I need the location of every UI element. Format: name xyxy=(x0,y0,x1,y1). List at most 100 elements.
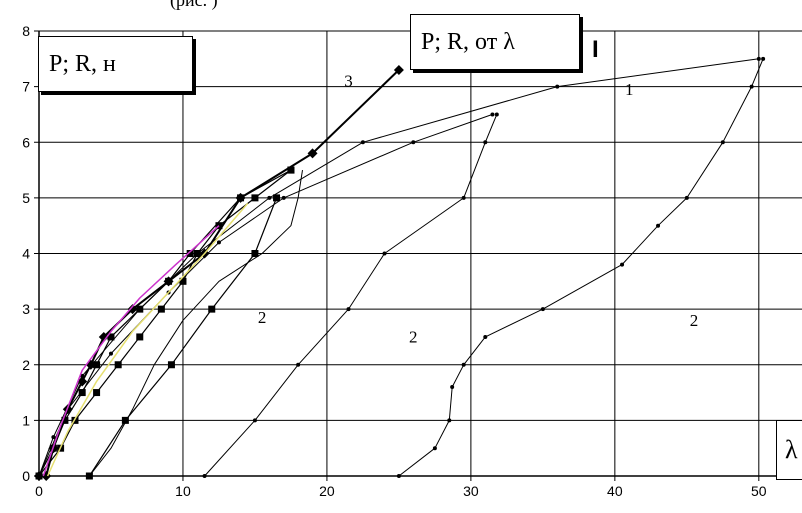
data-point xyxy=(35,472,43,480)
data-point xyxy=(756,56,761,61)
data-point xyxy=(360,140,365,145)
data-point xyxy=(78,389,86,397)
data-point xyxy=(114,361,122,369)
data-point xyxy=(98,331,109,342)
data-point xyxy=(346,307,351,312)
data-point xyxy=(684,195,689,200)
data-point xyxy=(165,277,173,285)
data-point xyxy=(107,333,115,341)
data-point xyxy=(136,305,144,313)
x-tick-label: 50 xyxy=(751,483,767,499)
series-4 xyxy=(202,112,499,478)
data-point xyxy=(461,195,466,200)
data-point xyxy=(202,474,207,478)
data-point xyxy=(494,112,499,117)
data-point xyxy=(273,194,281,202)
data-point xyxy=(393,64,404,75)
series-line xyxy=(39,69,400,477)
chart-title-box: P; R, от λ xyxy=(410,14,580,70)
data-point xyxy=(216,240,221,245)
xlabel-box: λ xyxy=(776,420,802,480)
data-point xyxy=(490,112,495,117)
x-tick-label: 0 xyxy=(35,483,43,499)
curve-label: 3 xyxy=(344,72,353,91)
data-point xyxy=(167,361,175,369)
axes xyxy=(34,30,802,481)
x-tick-label: 10 xyxy=(175,483,191,499)
y-tick-label: 6 xyxy=(22,134,30,150)
series-8 xyxy=(85,194,281,480)
series-9 xyxy=(89,170,303,477)
data-point xyxy=(85,472,93,480)
data-point xyxy=(720,140,725,145)
series-5 xyxy=(396,56,766,478)
data-point xyxy=(251,194,259,202)
series-line xyxy=(89,170,303,477)
data-point xyxy=(108,351,113,356)
series-line xyxy=(38,113,493,477)
data-point xyxy=(281,195,286,200)
data-point xyxy=(620,262,625,267)
data-point xyxy=(251,250,259,257)
series-line xyxy=(398,58,764,477)
series-2 xyxy=(37,56,761,478)
y-tick-label: 4 xyxy=(22,246,30,262)
x-tick-label: 40 xyxy=(607,483,623,499)
marker-label: I xyxy=(592,36,599,63)
series-line xyxy=(38,169,292,477)
data-point xyxy=(411,140,416,145)
data-point xyxy=(179,277,187,285)
curve-label: 2 xyxy=(690,311,699,330)
page-top-fragment: (рис. ) xyxy=(170,0,218,10)
data-point xyxy=(749,84,754,89)
data-point xyxy=(208,305,216,313)
series-line xyxy=(42,225,220,477)
series-1 xyxy=(34,64,404,481)
data-point xyxy=(450,385,455,389)
y-tick-label: 1 xyxy=(22,412,30,428)
data-point xyxy=(193,250,201,257)
series-group xyxy=(34,56,766,481)
curve-annotations: 1 2 2 2 3 xyxy=(258,72,698,347)
data-point xyxy=(307,148,318,159)
data-point xyxy=(186,250,194,257)
data-point xyxy=(93,361,101,369)
y-tick-label: 2 xyxy=(22,357,30,373)
curve-label: 2 xyxy=(258,308,267,327)
series-line xyxy=(88,197,278,477)
series-line xyxy=(38,58,759,477)
data-point xyxy=(396,474,401,478)
data-point xyxy=(447,418,452,423)
data-point xyxy=(136,333,144,341)
y-tick-label: 0 xyxy=(22,468,30,484)
series-10 xyxy=(42,225,220,477)
series-6 xyxy=(35,166,295,480)
data-point xyxy=(656,223,661,228)
series-7 xyxy=(35,166,295,480)
data-point xyxy=(93,389,101,397)
y-tick-label: 8 xyxy=(22,23,30,39)
tick-labels: 0 1 2 3 4 5 6 7 8 0 10 20 30 40 50 xyxy=(22,23,767,499)
x-tick-label: 30 xyxy=(463,483,479,499)
data-point xyxy=(296,362,301,367)
series-line xyxy=(204,114,498,477)
ylabel-box: P; R, н xyxy=(38,36,193,92)
data-point xyxy=(127,304,138,315)
series-line xyxy=(38,169,292,477)
data-point xyxy=(121,416,129,424)
series-3 xyxy=(37,112,495,478)
data-point xyxy=(267,195,272,200)
data-point xyxy=(51,435,56,440)
curve-label: 2 xyxy=(409,328,418,347)
data-point xyxy=(461,362,466,367)
data-point xyxy=(287,166,295,174)
y-tick-label: 3 xyxy=(22,301,30,317)
series-line xyxy=(46,202,249,477)
data-point xyxy=(432,446,437,451)
data-point xyxy=(237,194,245,202)
data-point xyxy=(157,305,165,313)
data-point xyxy=(252,418,257,423)
data-point xyxy=(77,376,88,387)
x-tick-label: 20 xyxy=(319,483,335,499)
